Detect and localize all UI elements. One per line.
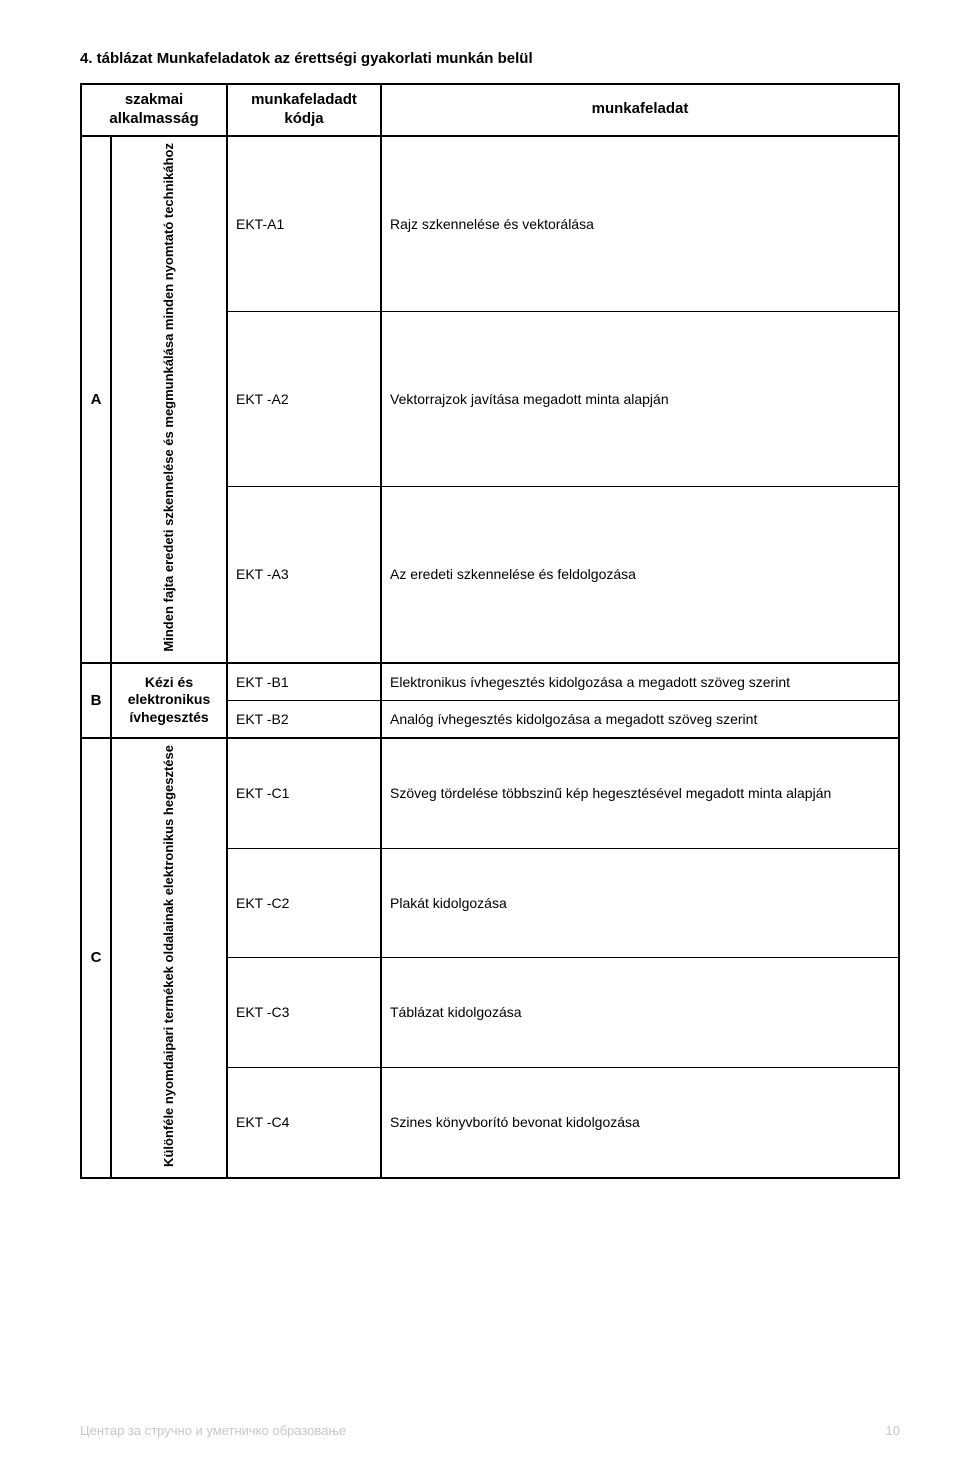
- footer-left: Центар за стручно и уметничко образовање: [80, 1423, 346, 1438]
- task-cell: Táblázat kidolgozása: [381, 958, 899, 1067]
- task-cell: Plakát kidolgozása: [381, 848, 899, 957]
- task-cell: Rajz szkennelése és vektorálása: [381, 136, 899, 312]
- code-cell: EKT -A3: [227, 486, 381, 663]
- code-cell: EKT -C3: [227, 958, 381, 1067]
- task-cell: Vektorrajzok javítása megadott minta ala…: [381, 312, 899, 486]
- code-cell: EKT -A2: [227, 312, 381, 486]
- group-a-label-cell: Minden fajta eredeti szkennelése és megm…: [111, 136, 227, 663]
- task-cell: Az eredeti szkennelése és feldolgozása: [381, 486, 899, 663]
- group-c-label: Különféle nyomdaipari termékek oldalaina…: [161, 745, 178, 1167]
- code-cell: EKT -B1: [227, 663, 381, 701]
- page-footer: Центар за стручно и уметничко образовање…: [80, 1423, 900, 1438]
- group-a-label: Minden fajta eredeti szkennelése és megm…: [161, 143, 178, 652]
- group-b-label: Kézi és elektronikus ívhegesztés: [111, 663, 227, 738]
- code-cell: EKT-A1: [227, 136, 381, 312]
- code-cell: EKT -B2: [227, 700, 381, 738]
- header-col-munkafeladat: munkafeladat: [381, 84, 899, 136]
- header-col-alkalmassag: szakmai alkalmasság: [81, 84, 227, 136]
- code-cell: EKT -C4: [227, 1067, 381, 1178]
- task-cell: Szines könyvborító bevonat kidolgozása: [381, 1067, 899, 1178]
- group-b-letter: B: [81, 663, 111, 738]
- footer-page-number: 10: [886, 1423, 900, 1438]
- group-c-letter: C: [81, 738, 111, 1178]
- table-row: B Kézi és elektronikus ívhegesztés EKT -…: [81, 663, 899, 701]
- group-a-letter: A: [81, 136, 111, 663]
- code-cell: EKT -C2: [227, 848, 381, 957]
- task-cell: Analóg ívhegesztés kidolgozása a megadot…: [381, 700, 899, 738]
- header-row: szakmai alkalmasság munkafeladadt kódja …: [81, 84, 899, 136]
- group-c-label-cell: Különféle nyomdaipari termékek oldalaina…: [111, 738, 227, 1178]
- table-title: 4. táblázat Munkafeladatok az érettségi …: [80, 50, 900, 67]
- task-cell: Szöveg tördelése többszinű kép hegesztés…: [381, 738, 899, 849]
- header-col-kodja: munkafeladadt kódja: [227, 84, 381, 136]
- task-cell: Elektronikus ívhegesztés kidolgozása a m…: [381, 663, 899, 701]
- table-row: A Minden fajta eredeti szkennelése és me…: [81, 136, 899, 312]
- code-cell: EKT -C1: [227, 738, 381, 849]
- table-row: C Különféle nyomdaipari termékek oldalai…: [81, 738, 899, 849]
- tasks-table: szakmai alkalmasság munkafeladadt kódja …: [80, 83, 900, 1179]
